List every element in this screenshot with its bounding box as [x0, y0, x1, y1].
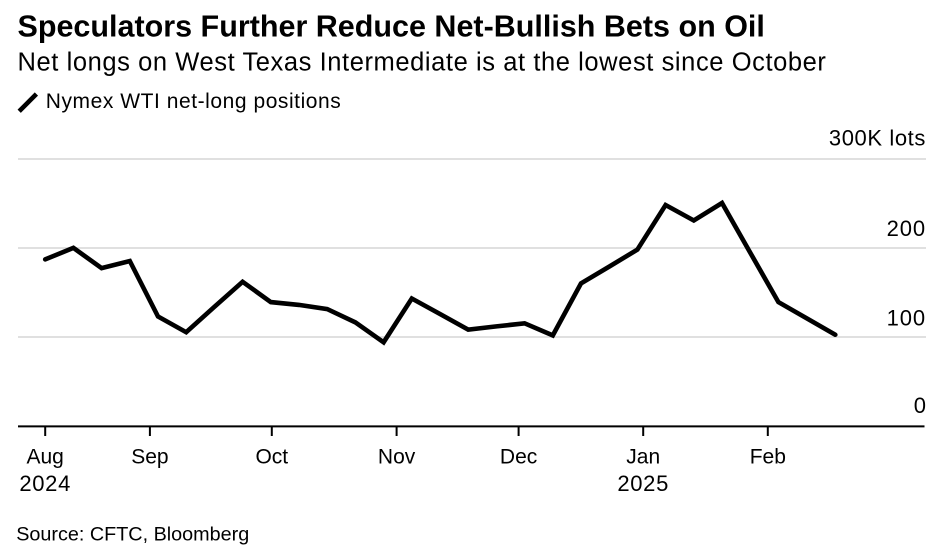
- svg-text:2025: 2025: [617, 471, 669, 496]
- svg-text:0: 0: [914, 393, 926, 418]
- svg-text:100: 100: [887, 305, 926, 330]
- svg-text:300K lots: 300K lots: [829, 126, 926, 151]
- svg-text:Sep: Sep: [131, 446, 168, 469]
- svg-text:Source: CFTC, Bloomberg: Source: CFTC, Bloomberg: [16, 523, 249, 545]
- svg-text:Nov: Nov: [378, 446, 416, 469]
- svg-text:200: 200: [887, 216, 926, 241]
- svg-text:Jan: Jan: [626, 446, 660, 469]
- svg-text:Dec: Dec: [500, 446, 537, 469]
- svg-text:Net longs on West Texas Interm: Net longs on West Texas Intermediate is …: [18, 49, 827, 77]
- svg-text:2024: 2024: [19, 471, 71, 496]
- svg-text:Feb: Feb: [750, 446, 786, 469]
- svg-text:Oct: Oct: [255, 446, 288, 469]
- svg-text:Nymex WTI net-long positions: Nymex WTI net-long positions: [46, 90, 342, 113]
- svg-text:Speculators Further Reduce Net: Speculators Further Reduce Net-Bullish B…: [18, 10, 765, 44]
- svg-text:Aug: Aug: [27, 446, 64, 469]
